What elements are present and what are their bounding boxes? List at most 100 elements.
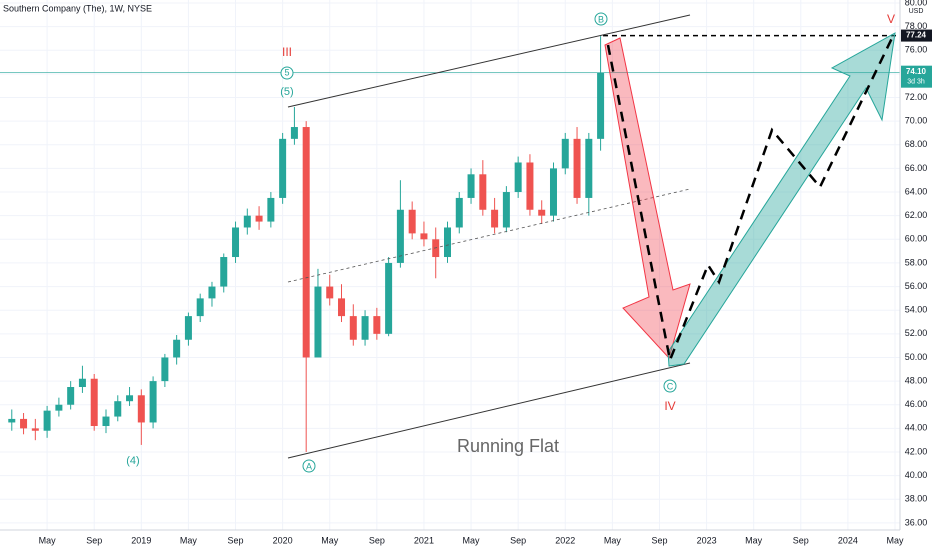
x-tick-label: 2020 — [273, 535, 293, 545]
y-tick-label: 54.00 — [905, 305, 928, 315]
down-arrow — [604, 37, 691, 359]
up-arrow — [667, 32, 896, 367]
y-tick-label: 44.00 — [905, 423, 928, 433]
wave-circle — [663, 379, 677, 393]
candle-body — [549, 168, 557, 216]
candle-body — [561, 138, 569, 169]
y-tick-label: 72.00 — [905, 92, 928, 102]
candle-body — [420, 233, 428, 240]
wave-label: C — [667, 381, 674, 391]
last-price-box — [901, 65, 932, 88]
y-axis-panel — [900, 0, 932, 550]
x-tick-label: May — [180, 535, 198, 545]
candle-body — [314, 286, 322, 358]
candle-body — [220, 257, 228, 287]
candle-body — [385, 262, 393, 334]
channel-bottom — [287, 362, 691, 459]
y-tick-label: 60.00 — [905, 234, 928, 244]
candle-body — [31, 428, 39, 431]
x-tick-label: Sep — [510, 535, 526, 545]
candle-body — [20, 418, 28, 429]
target-label: 77.24 — [906, 31, 927, 40]
y-tick-label: 64.00 — [905, 186, 928, 196]
candle-body — [514, 162, 522, 193]
x-tick-label: Sep — [228, 535, 244, 545]
candle-body — [43, 410, 51, 431]
y-tick-label: 50.00 — [905, 352, 928, 362]
candle-body — [196, 298, 204, 317]
candle-body — [126, 395, 134, 402]
y-tick-label: 42.00 — [905, 446, 928, 456]
y-tick-label: 56.00 — [905, 281, 928, 291]
y-tick-label: 76.00 — [905, 45, 928, 55]
candle-body — [408, 209, 416, 234]
wave-label: (5) — [280, 86, 293, 98]
candle-body — [55, 404, 63, 411]
wave-circle — [302, 459, 316, 473]
candle-body — [597, 72, 605, 139]
x-axis-panel — [0, 530, 932, 550]
candle-body — [573, 138, 581, 198]
x-tick-label: May — [321, 535, 339, 545]
candle-body — [255, 215, 263, 222]
candle-body — [479, 174, 487, 210]
y-tick-label: 52.00 — [905, 328, 928, 338]
candle-body — [102, 416, 110, 427]
y-tick-label: 68.00 — [905, 139, 928, 149]
x-tick-label: Sep — [86, 535, 102, 545]
x-tick-label: 2022 — [555, 535, 575, 545]
wave-label: III — [282, 45, 292, 59]
candle-body — [67, 387, 75, 405]
x-tick-label: 2019 — [131, 535, 151, 545]
x-tick-label: Sep — [793, 535, 809, 545]
candle-body — [8, 418, 16, 423]
candle-body — [338, 298, 346, 317]
y-tick-label: 40.00 — [905, 470, 928, 480]
candle-body — [114, 401, 122, 417]
wave-label: (4) — [126, 455, 139, 467]
axes: 36.00 38.00 40.00 42.00 44.00 46.00 48.00 50.00… — [39, 0, 928, 545]
candle-body — [467, 174, 475, 198]
x-tick-label: 2021 — [414, 535, 434, 545]
candle-body — [149, 381, 157, 423]
x-tick-label: 2024 — [838, 535, 858, 545]
currency: USD — [909, 8, 924, 15]
candle-body — [173, 339, 181, 358]
y-tick-label: 78.00 — [905, 21, 928, 31]
price-labels: 77.24 74.10 3d 3h — [901, 29, 932, 88]
candle-body — [373, 316, 381, 334]
wave-label: B — [598, 14, 604, 24]
candle-body — [455, 197, 463, 228]
candle-body — [290, 127, 298, 139]
target-box — [901, 29, 932, 42]
candle-body — [302, 127, 310, 358]
x-tick-label: Sep — [369, 535, 385, 545]
candle-body — [243, 215, 251, 228]
candle-body — [267, 197, 275, 222]
y-tick-label: 80.00 — [905, 0, 928, 7]
wave-label: 5 — [284, 67, 289, 77]
candle-body — [538, 209, 546, 216]
y-tick-label: 70.00 — [905, 116, 928, 126]
candle-body — [78, 378, 86, 388]
y-tick-label: 66.00 — [905, 163, 928, 173]
projection-path — [606, 35, 895, 365]
wave-circle — [280, 66, 294, 80]
last-price-label: 74.10 — [906, 67, 927, 76]
wave-label: A — [306, 461, 312, 471]
countdown-label: 3d 3h — [907, 79, 925, 86]
y-tick-label: 36.00 — [905, 517, 928, 527]
chart-title: Southern Company (The), 1W, NYSE — [3, 3, 152, 13]
channel-mid — [287, 188, 691, 283]
x-tick-label: May — [463, 535, 481, 545]
y-tick-label: 38.00 — [905, 494, 928, 504]
candle-body — [361, 316, 369, 340]
candle-body — [232, 227, 240, 258]
candle-body — [90, 378, 98, 427]
x-tick-label: Sep — [651, 535, 667, 545]
candles — [8, 36, 605, 453]
candle-body — [396, 209, 404, 263]
x-tick-label: May — [745, 535, 763, 545]
